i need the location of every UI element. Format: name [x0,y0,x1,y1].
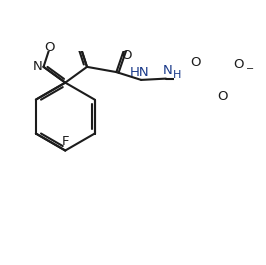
Text: F: F [61,135,69,148]
Text: O: O [233,58,244,71]
Text: −: − [246,64,254,74]
Text: O: O [122,49,132,62]
Text: H: H [172,70,181,80]
Text: HN: HN [130,65,150,79]
Text: N: N [33,60,43,73]
Text: O: O [44,41,55,54]
Text: N: N [163,64,172,77]
Text: O: O [190,56,201,69]
Text: O: O [217,90,227,103]
